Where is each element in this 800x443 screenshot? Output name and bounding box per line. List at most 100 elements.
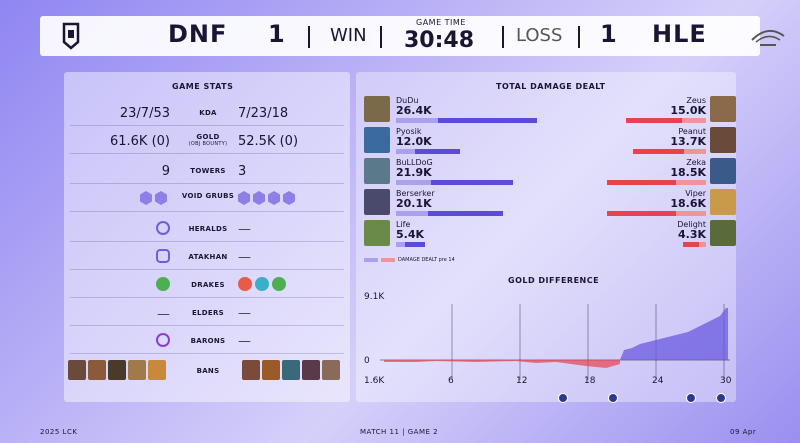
blue-champion-portrait <box>364 127 390 153</box>
void-grub-icon <box>268 191 280 205</box>
barons-right: — <box>238 334 251 349</box>
baron-icon <box>156 333 170 347</box>
objective-marker-icon <box>608 393 618 403</box>
blue-champion-portrait <box>364 96 390 122</box>
divider <box>578 26 580 48</box>
red-damage-value: 18.5K <box>670 166 706 179</box>
stat-row-towers: 9 TOWERS 3 <box>70 158 344 184</box>
blue-champion-portrait <box>364 220 390 246</box>
grubs-label: VOID GRUBS <box>181 192 235 200</box>
ban-champion-portrait <box>148 360 166 380</box>
stat-row-atakhan: ATAKHAN — <box>70 244 344 270</box>
ban-champion-portrait <box>68 360 86 380</box>
stat-row-kda: 23/7/53 KDA 7/23/18 <box>70 100 344 126</box>
gold-label: GOLD (OBJ BOUNTY) <box>180 133 236 147</box>
gold-x-tick-label: 24 <box>652 376 664 386</box>
void-grub-icon <box>155 191 167 205</box>
red-damage-value: 4.3K <box>677 228 706 241</box>
atakhan-right: — <box>238 250 251 265</box>
red-damage-bar <box>626 118 706 123</box>
ban-champion-portrait <box>262 360 280 380</box>
gold-x-tick-label: 6 <box>448 376 454 386</box>
divider <box>502 26 504 48</box>
ban-champion-portrait <box>242 360 260 380</box>
blue-damage-value: 21.9K <box>396 166 432 179</box>
towers-label: TOWERS <box>190 167 226 175</box>
drakes-left-icons <box>156 277 170 291</box>
legend-swatch-blue <box>364 258 378 262</box>
gold-ymax-label: 9.1K <box>364 292 385 302</box>
game-stats-title: GAME STATS <box>172 82 234 91</box>
red-damage-pre14-bar <box>676 211 706 216</box>
stat-row-drakes: DRAKES <box>70 272 344 298</box>
blue-player-name: Pyosik <box>396 127 422 136</box>
red-player-name: Zeus <box>686 96 706 105</box>
gold-x-tick-label: 18 <box>584 376 596 386</box>
void-grub-icon <box>238 191 250 205</box>
drake-icon <box>255 277 269 291</box>
legend-text: DAMAGE DEALT pre 14 <box>398 257 455 263</box>
towers-right: 3 <box>238 164 247 179</box>
footer-match: MATCH 11 | GAME 2 <box>360 428 439 436</box>
bans-right <box>242 360 340 380</box>
gold-right: 52.5K (0) <box>238 134 299 149</box>
ban-champion-portrait <box>88 360 106 380</box>
blue-damage-value: 26.4K <box>396 104 432 117</box>
red-damage-pre14-bar <box>682 118 706 123</box>
red-champion-portrait <box>710 158 736 184</box>
blue-damage-bar <box>396 180 513 185</box>
gold-label-text: GOLD <box>196 133 220 141</box>
stat-row-bans: BANS <box>68 358 344 384</box>
drake-icon <box>238 277 252 291</box>
red-champion-portrait <box>710 189 736 215</box>
blue-damage-bar <box>396 211 504 216</box>
divider <box>380 26 382 48</box>
gold-x-tick-label: 12 <box>516 376 528 386</box>
atakhan-icon <box>156 249 170 263</box>
footer-date: 09 Apr <box>730 428 757 436</box>
gold-left: 61.6K (0) <box>109 134 170 149</box>
red-damage-pre14-bar <box>699 242 706 247</box>
stat-row-barons: BARONS — <box>70 328 344 354</box>
bans-label: BANS <box>196 367 220 375</box>
blue-damage-bar <box>396 242 425 247</box>
red-damage-bar <box>606 211 706 216</box>
blue-damage-pre14-bar <box>396 149 416 154</box>
damage-title: TOTAL DAMAGE DEALT <box>496 82 606 91</box>
ban-champion-portrait <box>128 360 146 380</box>
dnf-logo-icon <box>62 22 80 50</box>
blue-damage-pre14-bar <box>396 211 429 216</box>
blue-champion-portrait <box>364 189 390 215</box>
divider <box>308 26 310 48</box>
red-champion-portrait <box>710 96 736 122</box>
gold-x-tick-label: 30 <box>720 376 732 386</box>
heralds-label: HERALDS <box>188 225 228 233</box>
team-left-name: DNF <box>168 20 228 48</box>
team-right-name: HLE <box>652 20 707 48</box>
ban-champion-portrait <box>282 360 300 380</box>
stat-row-gold: 61.6K (0) GOLD (OBJ BOUNTY) 52.5K (0) <box>70 128 344 154</box>
legend-swatch-red <box>381 258 395 262</box>
red-damage-value: 18.6K <box>670 197 706 210</box>
objective-marker-icon <box>686 393 696 403</box>
grubs-left-icons <box>140 191 167 205</box>
blue-damage-value: 12.0K <box>396 135 432 148</box>
blue-damage-pre14-bar <box>396 180 432 185</box>
gold-lead-red-area <box>384 360 620 368</box>
red-damage-value: 13.7K <box>670 135 706 148</box>
red-damage-bar <box>607 180 706 185</box>
blue-damage-value: 20.1K <box>396 197 432 210</box>
ban-champion-portrait <box>108 360 126 380</box>
gold-difference-chart <box>380 304 730 380</box>
void-grub-icon <box>283 191 295 205</box>
blue-player-name: Life <box>396 220 411 229</box>
gold-x-tick-label: 1.6K <box>364 376 385 386</box>
red-champion-portrait <box>710 220 736 246</box>
heralds-right: — <box>238 222 251 237</box>
team-left-score: 1 <box>268 20 285 48</box>
red-player-name: Zeka <box>686 158 706 167</box>
gold-yzero-label: 0 <box>364 356 370 366</box>
ban-champion-portrait <box>302 360 320 380</box>
barons-label: BARONS <box>190 337 226 345</box>
bans-left <box>68 360 166 380</box>
